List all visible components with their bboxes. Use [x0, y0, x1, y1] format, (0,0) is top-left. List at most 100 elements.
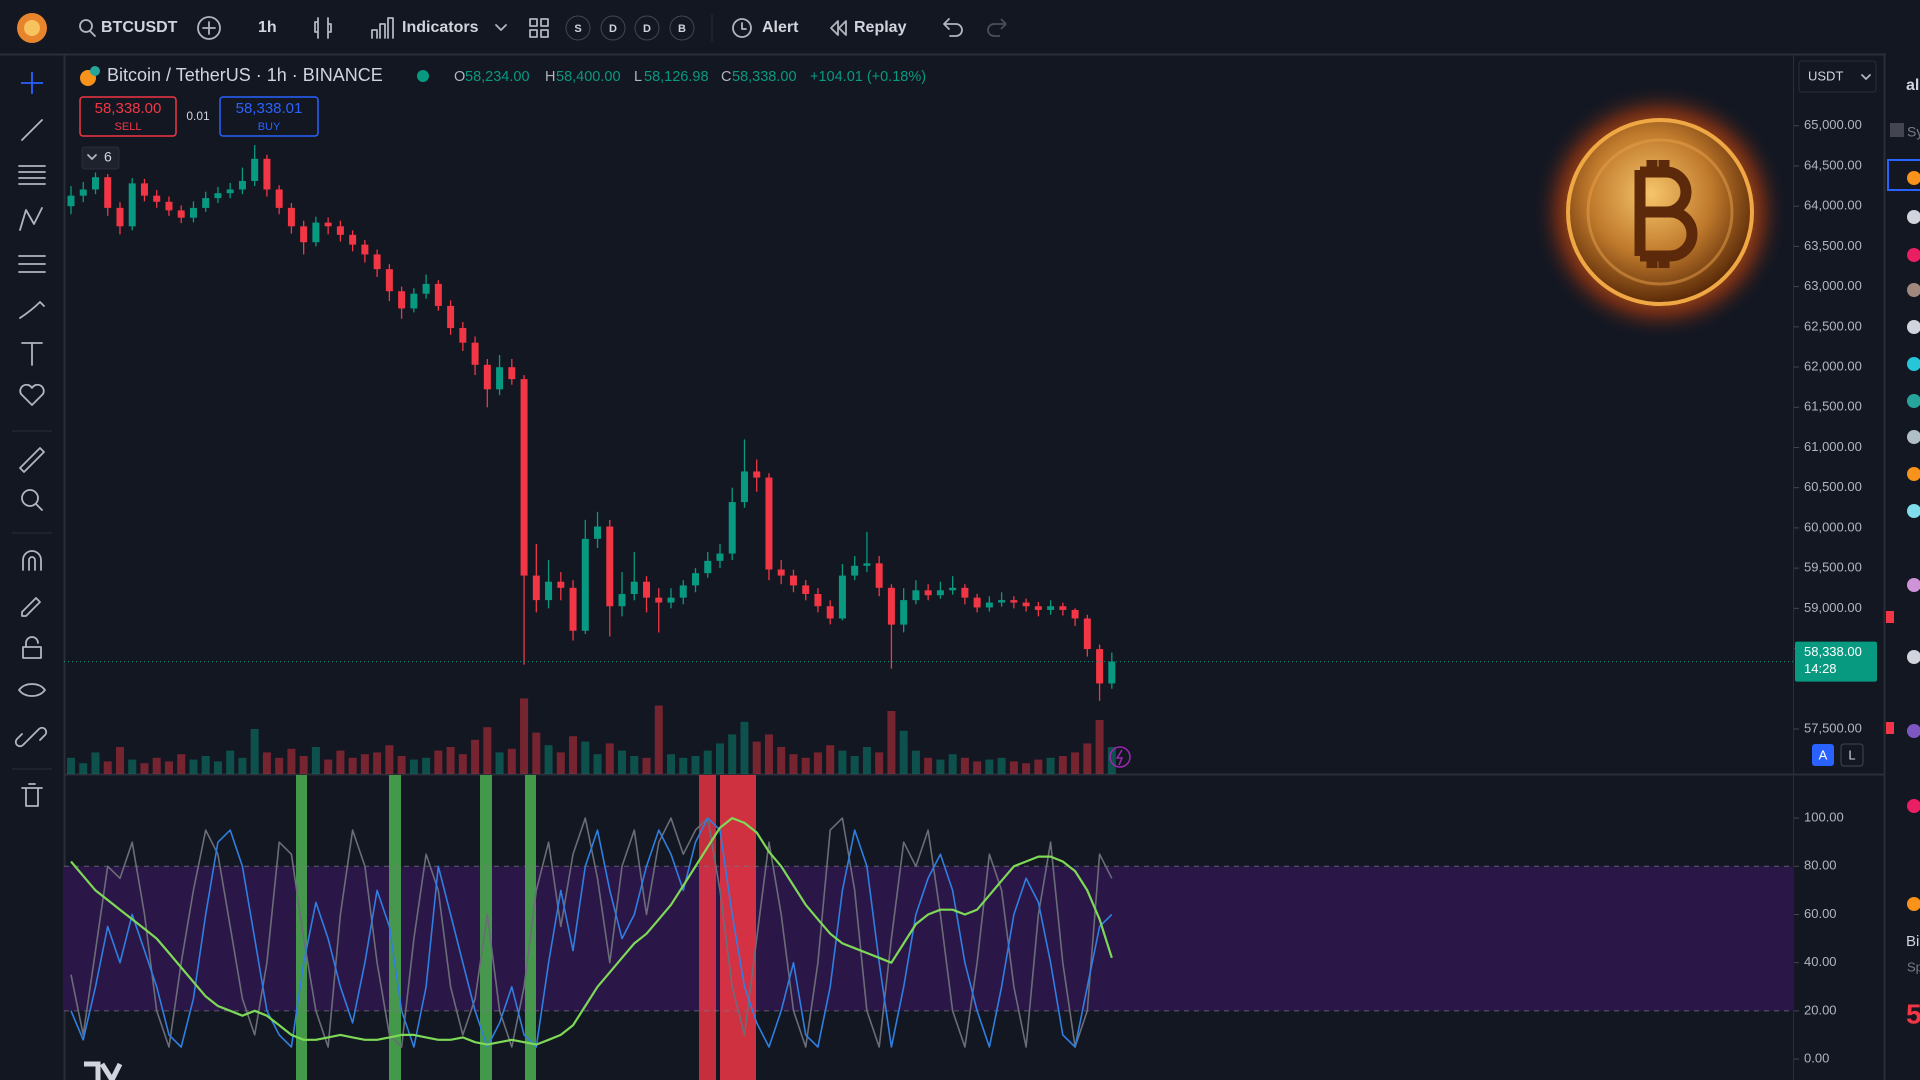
log-scale-button[interactable]: [1840, 743, 1864, 767]
y-tick-label: 64,000.00: [1804, 198, 1862, 213]
candle-body: [777, 569, 785, 576]
order-quantity[interactable]: 0.01: [186, 109, 210, 123]
volume-bar: [887, 711, 896, 774]
oscillator-line: [70, 817, 1113, 1046]
hide-tool[interactable]: [18, 683, 46, 697]
brush-tool[interactable]: [19, 301, 45, 319]
volume-bar: [728, 734, 737, 774]
volume-bar: [532, 732, 541, 774]
volume-bar: [654, 705, 663, 774]
layout-label: S: [574, 23, 581, 35]
candle-body: [410, 293, 418, 309]
volume-bar: [703, 750, 712, 774]
volume-bar: [152, 757, 161, 774]
remove-tool[interactable]: [21, 783, 43, 807]
measure-tool[interactable]: [19, 447, 45, 473]
alert-button[interactable]: Alert: [762, 19, 799, 36]
watchlist-icon[interactable]: [1907, 394, 1920, 408]
volume-bar: [924, 757, 933, 774]
pattern-tool[interactable]: [19, 207, 43, 231]
event-marker[interactable]: [1109, 746, 1131, 768]
volume-bar: [1046, 757, 1055, 774]
auto-scale-button[interactable]: [1812, 744, 1834, 766]
buy-price: 58,338.01: [236, 100, 303, 117]
lock-tool[interactable]: [22, 636, 42, 659]
forecast-tool[interactable]: [18, 255, 46, 273]
watchlist-icon[interactable]: [1907, 430, 1920, 444]
candle-body: [398, 291, 406, 309]
layout-slot[interactable]: [565, 15, 591, 41]
zoom-tool[interactable]: [21, 489, 39, 507]
link-tool[interactable]: [14, 726, 48, 748]
volume-bar: [862, 747, 871, 774]
volume-bar: [287, 748, 296, 774]
volume-bar: [446, 747, 455, 774]
layout-slot[interactable]: [669, 15, 695, 41]
text-tool[interactable]: [21, 342, 43, 366]
magnet-tool[interactable]: [22, 550, 42, 571]
watchlist-icon[interactable]: [1907, 650, 1920, 664]
candle-body: [312, 222, 320, 243]
volume-bar: [397, 756, 406, 774]
symbol[interactable]: BTCUSDT: [101, 19, 178, 36]
candle-body: [691, 573, 699, 586]
volume-bar: [715, 743, 724, 774]
candle-body: [91, 177, 99, 190]
watchlist-icon[interactable]: [1907, 504, 1920, 518]
candle-body: [985, 602, 993, 608]
volume-bar: [324, 759, 333, 774]
buy-button[interactable]: [219, 96, 319, 137]
side-panel-heading: al: [1906, 77, 1919, 94]
search-icon[interactable]: [79, 19, 93, 33]
overbought-highlight: [699, 775, 716, 1080]
indicators-button[interactable]: Indicators: [402, 19, 479, 36]
compare-button[interactable]: [197, 16, 221, 40]
volume-bar: [618, 750, 627, 774]
watchlist-icon[interactable]: [1907, 724, 1920, 738]
watchlist-icon[interactable]: [1907, 283, 1920, 297]
crosshair-tool[interactable]: [21, 72, 43, 94]
chart-type-button[interactable]: [314, 17, 332, 39]
layout-slot[interactable]: [600, 15, 626, 41]
watchlist-icon[interactable]: [1907, 320, 1920, 334]
trendline-tool[interactable]: [21, 119, 43, 141]
volume-bar: [581, 741, 590, 774]
watchlist-icon[interactable]: [1907, 578, 1920, 592]
watchlist-icon[interactable]: [1907, 171, 1920, 185]
candle-body: [1047, 606, 1055, 610]
volume-bar: [275, 757, 284, 774]
currency-dropdown[interactable]: [1798, 60, 1877, 93]
indicators-dropdown[interactable]: [495, 24, 507, 31]
interval[interactable]: 1h: [258, 19, 277, 36]
layout-button[interactable]: [529, 18, 549, 38]
candle-body: [287, 207, 295, 227]
y-tick-label: 62,500.00: [1804, 318, 1862, 333]
watchlist-icon[interactable]: [1907, 210, 1920, 224]
undo-button[interactable]: [943, 18, 963, 37]
icon-tool[interactable]: [19, 383, 45, 406]
layout-slot[interactable]: [634, 15, 660, 41]
watchlist-icon[interactable]: [1907, 357, 1920, 371]
replay-button[interactable]: Replay: [854, 19, 907, 36]
candle-body: [838, 575, 846, 619]
volume-bar: [667, 754, 676, 774]
volume-bar: [140, 763, 149, 774]
volume-bar: [471, 739, 480, 774]
candle-body: [1022, 602, 1030, 607]
volume-bar: [128, 759, 137, 774]
selected-row[interactable]: [1887, 159, 1920, 191]
watchlist-icon[interactable]: [1907, 467, 1920, 481]
watchlist-icon[interactable]: [1907, 248, 1920, 262]
volume-bar: [752, 741, 761, 774]
stay-drawing-tool[interactable]: [21, 597, 41, 617]
volume-bar: [201, 756, 210, 774]
price-change: +104.01 (+0.18%): [810, 69, 926, 85]
indicator-toggle[interactable]: [81, 146, 120, 170]
redo-button[interactable]: [987, 18, 1007, 37]
volume-bar: [507, 748, 516, 774]
watchlist-icon[interactable]: [1907, 799, 1920, 813]
buy-label: BUY: [258, 121, 281, 133]
last-price-box: [1795, 641, 1877, 682]
fib-tool[interactable]: [18, 165, 46, 185]
sell-button[interactable]: [79, 96, 177, 137]
